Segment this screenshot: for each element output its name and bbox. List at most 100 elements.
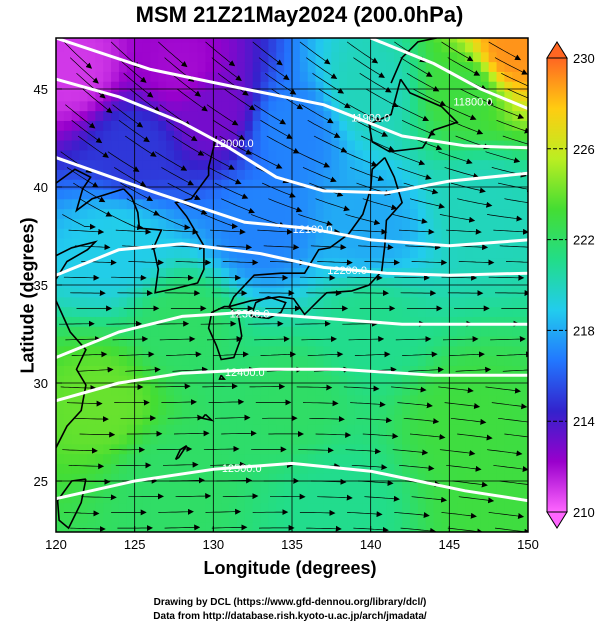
field-cell <box>370 247 380 259</box>
coastline <box>56 168 124 213</box>
field-cell <box>63 90 73 102</box>
streamline <box>66 400 103 407</box>
field-cell <box>496 414 505 425</box>
field-cell <box>457 188 466 200</box>
field-cell <box>244 81 254 92</box>
field-cell <box>292 414 301 425</box>
streamline <box>343 151 378 167</box>
field-cell <box>236 414 246 425</box>
field-cell <box>229 375 238 386</box>
field-cell <box>56 384 65 396</box>
field-cell <box>488 326 498 337</box>
field-cell <box>457 335 466 347</box>
field-cell <box>449 198 458 210</box>
field-cell <box>433 394 443 406</box>
field-cell <box>504 188 513 200</box>
field-cell <box>520 208 528 219</box>
field-cell <box>299 492 309 504</box>
field-cell <box>236 473 246 484</box>
field-cell <box>354 159 364 170</box>
field-cell <box>441 512 450 523</box>
x-tick-label: 120 <box>45 537 67 552</box>
field-cell <box>457 130 466 141</box>
field-cell <box>79 218 89 229</box>
field-cell <box>394 453 403 464</box>
field-cell <box>339 404 348 415</box>
field-cell <box>417 453 427 464</box>
streamline <box>261 182 296 198</box>
field-cell <box>496 512 505 523</box>
field-cell <box>158 208 167 219</box>
field-cell <box>378 159 387 170</box>
field-cell <box>56 316 65 327</box>
field-cell <box>181 424 191 435</box>
field-cell <box>425 306 435 317</box>
field-cell <box>488 71 498 82</box>
field-cell <box>425 218 435 229</box>
field-cell <box>433 198 443 210</box>
field-cell <box>323 375 332 386</box>
field-cell <box>488 228 498 239</box>
field-cell <box>465 130 474 141</box>
field-cell <box>472 71 482 82</box>
field-cell <box>480 218 490 229</box>
field-cell <box>472 433 482 445</box>
field-cell <box>449 247 458 259</box>
streamline <box>296 384 333 391</box>
field-cell <box>386 81 395 92</box>
field-cell <box>126 61 136 72</box>
field-cell <box>158 375 167 386</box>
streamline <box>266 135 300 154</box>
field-cell <box>465 463 474 474</box>
field-cell <box>378 394 387 406</box>
field-cell <box>166 492 175 504</box>
field-cell <box>111 286 120 298</box>
field-cell <box>292 345 301 357</box>
field-cell <box>268 81 277 92</box>
field-cell <box>465 414 474 425</box>
field-cell <box>496 257 505 268</box>
field-cell <box>244 404 254 415</box>
field-cell <box>417 208 427 219</box>
field-cell <box>244 463 254 474</box>
field-cell <box>480 61 490 72</box>
streamline <box>254 336 290 343</box>
field-cell <box>284 522 293 532</box>
field-cell <box>111 61 120 72</box>
field-cell <box>307 306 317 317</box>
field-cell <box>465 71 474 82</box>
field-cell <box>244 384 254 396</box>
field-cell <box>205 335 214 347</box>
field-cell <box>142 286 151 298</box>
field-cell <box>402 41 411 53</box>
field-cell <box>268 335 277 347</box>
field-cell <box>150 188 159 200</box>
field-cell <box>449 90 458 102</box>
field-cell <box>71 365 81 376</box>
field-cell <box>79 247 89 259</box>
field-cell <box>496 38 505 43</box>
field-cell <box>166 404 175 415</box>
field-cell <box>331 345 340 357</box>
contour-label: 12200.0 <box>327 265 367 277</box>
field-cell <box>292 512 301 523</box>
field-cell <box>260 512 269 523</box>
field-cell <box>417 424 427 435</box>
field-cell <box>354 237 364 249</box>
field-cell <box>441 110 450 121</box>
field-cell <box>118 100 128 112</box>
field-cell <box>307 286 317 298</box>
field-cell <box>339 335 348 347</box>
field-cell <box>158 296 167 308</box>
streamline <box>206 104 239 126</box>
field-cell <box>347 482 356 494</box>
field-cell <box>433 414 443 425</box>
field-cell <box>292 130 301 141</box>
streamline <box>265 73 297 95</box>
field-cell <box>362 502 372 513</box>
field-cell <box>166 130 175 141</box>
field-cell <box>347 394 356 406</box>
field-cell <box>441 473 450 484</box>
streamline <box>208 398 245 405</box>
